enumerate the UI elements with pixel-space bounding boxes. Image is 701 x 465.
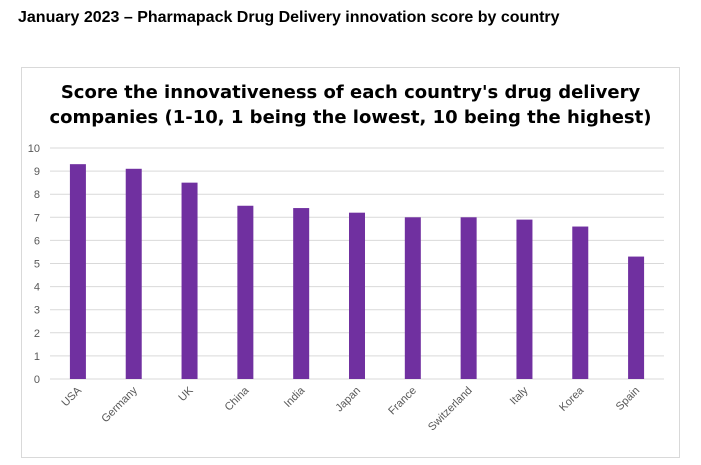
y-tick-label: 8 <box>34 189 40 201</box>
x-tick-label: Germany <box>99 384 140 425</box>
bar-china <box>237 205 254 379</box>
y-tick-label: 5 <box>34 259 40 271</box>
chart-title: Score the innovativeness of each country… <box>22 80 679 130</box>
bar-usa <box>69 164 86 379</box>
bar-korea <box>572 226 589 379</box>
x-tick-label: Switzerland <box>426 385 475 434</box>
y-tick-label: 1 <box>34 351 40 363</box>
y-tick-label: 2 <box>34 328 40 340</box>
y-tick-label: 4 <box>34 282 40 294</box>
page-heading: January 2023 – Pharmapack Drug Delivery … <box>18 9 560 26</box>
y-tick-label: 9 <box>34 166 40 178</box>
bar-spain <box>628 256 645 379</box>
bar-switzerland <box>460 217 477 379</box>
y-tick-label: 7 <box>34 212 40 224</box>
y-tick-label: 3 <box>34 305 40 317</box>
y-tick-label: 0 <box>34 374 40 386</box>
x-tick-label: France <box>386 385 419 418</box>
chart-title-line-1: Score the innovativeness of each country… <box>60 82 641 103</box>
bar-japan <box>349 212 365 379</box>
bar-chart: 0 1 2 3 4 5 6 7 8 9 10 USA Germany UK China India Japan F… <box>28 143 664 434</box>
chart-frame: Score the innovativeness of each country… <box>21 67 680 458</box>
x-tick-label: Japan <box>333 385 363 415</box>
chart-title-line-2: companies (1-10, 1 being the lowest, 10 … <box>49 107 652 128</box>
x-tick-label: USA <box>60 384 85 409</box>
y-tick-label: 6 <box>34 235 40 247</box>
x-tick-label: Korea <box>557 384 587 414</box>
bar-france <box>404 217 421 379</box>
x-tick-label: Italy <box>508 384 531 407</box>
bar-germany <box>125 168 142 379</box>
x-tick-label: UK <box>176 384 196 404</box>
y-tick-label: 10 <box>28 143 40 155</box>
x-tick-label: China <box>223 384 252 413</box>
bar-italy <box>516 219 533 379</box>
bar-india <box>293 208 310 379</box>
x-tick-label: Spain <box>614 385 642 413</box>
bar-uk <box>181 182 198 379</box>
x-tick-label: India <box>282 384 308 410</box>
